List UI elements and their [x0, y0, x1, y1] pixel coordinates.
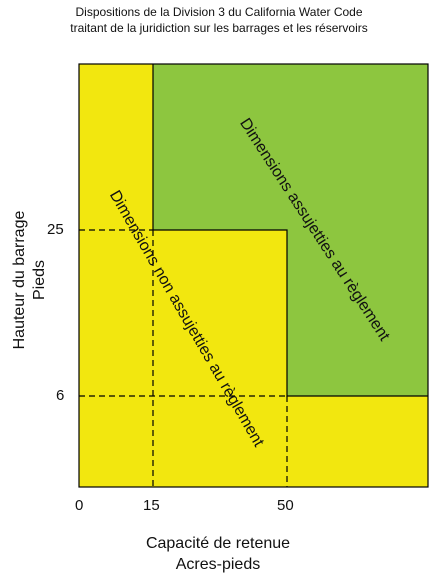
- plot-border: [78, 63, 429, 488]
- y-tick-25: 25: [47, 221, 64, 238]
- y-tick-6: 6: [56, 387, 65, 404]
- x-axis-label-line2: Acres-pieds: [175, 556, 261, 573]
- regulated-zone-boundary: [152, 64, 428, 397]
- x-axis-label-line1: Capacité de retenue: [145, 535, 291, 552]
- diagram-title-line2: traitant de la juridiction sur les barra…: [70, 21, 368, 35]
- x-tick-50: 50: [277, 497, 294, 514]
- y-axis-label-line1: Hauteur du barrage: [11, 210, 28, 350]
- x-tick-0: 0: [75, 497, 84, 514]
- y-axis-label-line2: Pieds: [31, 259, 48, 301]
- x-tick-15: 15: [143, 497, 160, 514]
- regulated-zone: [153, 64, 428, 396]
- diagram-title-line1: Dispositions de la Division 3 du Califor…: [75, 5, 363, 19]
